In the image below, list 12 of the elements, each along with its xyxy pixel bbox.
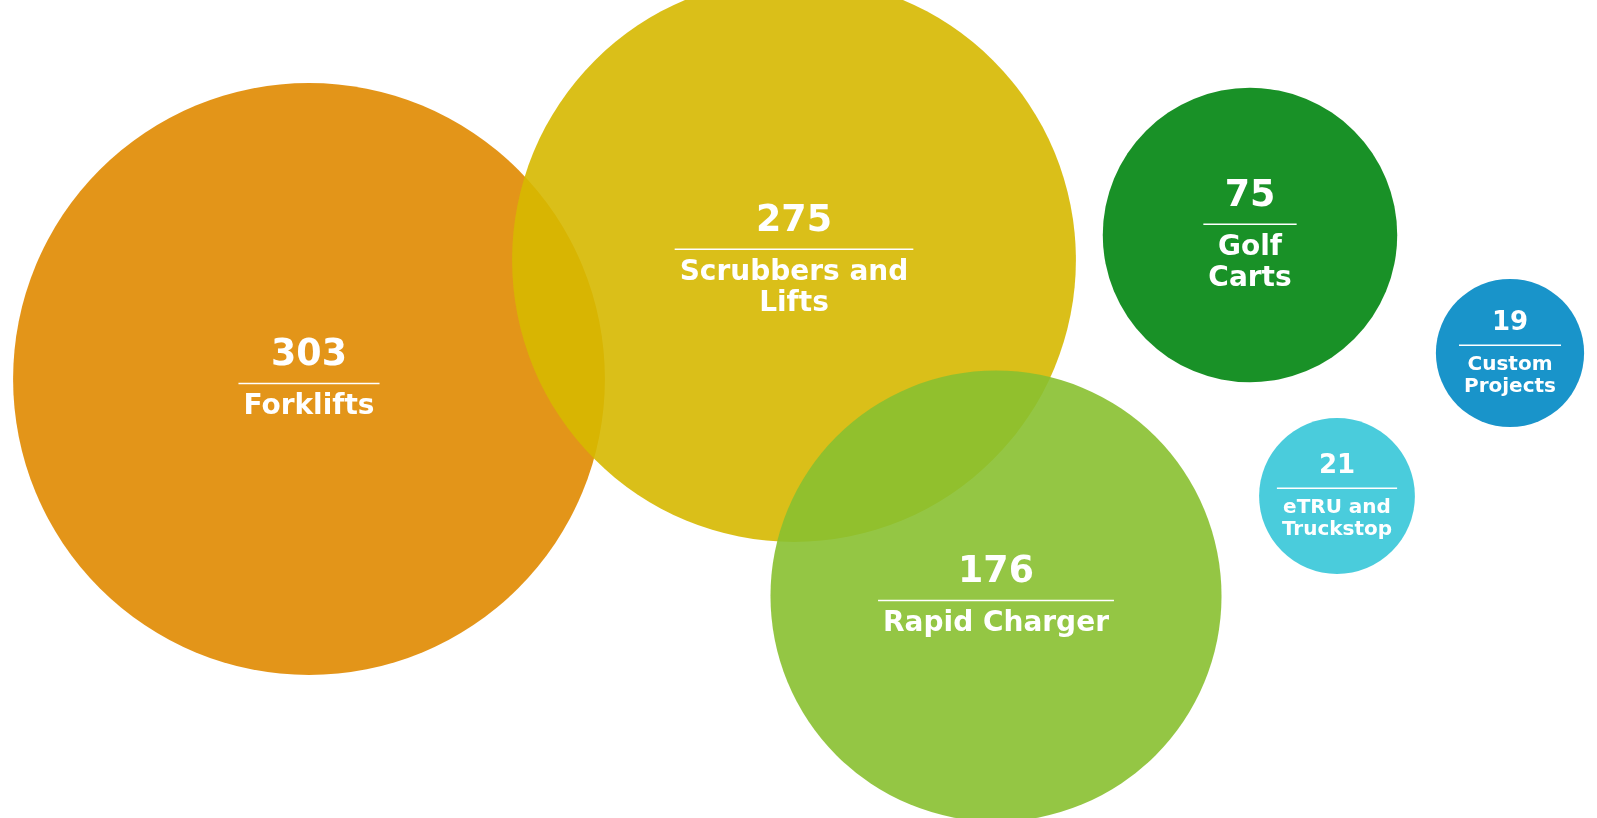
data-label: 176 xyxy=(958,548,1034,592)
category-label: Custom Projects xyxy=(1463,350,1557,397)
data-label: 21 xyxy=(1318,448,1356,479)
data-label: 275 xyxy=(756,196,832,240)
category-label: Forklifts xyxy=(243,388,375,422)
category-label: Golf Carts xyxy=(1208,228,1292,293)
category-label: eTRU and Truckstop xyxy=(1281,493,1393,540)
data-label: 303 xyxy=(271,331,347,375)
category-label: Scrubbers and Lifts xyxy=(679,253,909,318)
data-label: 75 xyxy=(1224,171,1276,215)
data-label: 19 xyxy=(1491,305,1529,336)
category-label: Rapid Charger xyxy=(883,605,1110,639)
